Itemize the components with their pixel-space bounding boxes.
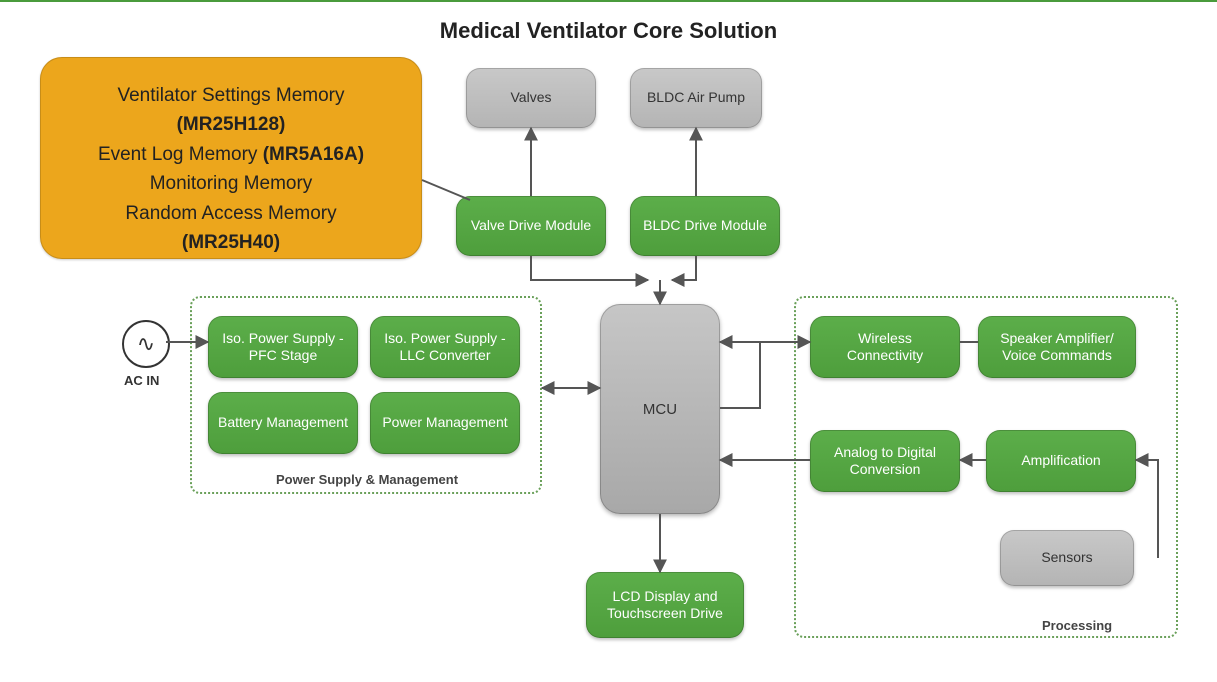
block-speaker: Speaker Amplifier/ Voice Commands <box>978 316 1136 378</box>
ac-in-label: AC IN <box>124 373 159 388</box>
block-adc: Analog to Digital Conversion <box>810 430 960 492</box>
block-mcu: MCU <box>600 304 720 514</box>
block-wireless: Wireless Connectivity <box>810 316 960 378</box>
block-bldc_pump: BLDC Air Pump <box>630 68 762 128</box>
block-sensors: Sensors <box>1000 530 1134 586</box>
diagram-title: Medical Ventilator Core Solution <box>0 18 1217 44</box>
block-amp: Amplification <box>986 430 1136 492</box>
block-llc: Iso. Power Supply - LLC Converter <box>370 316 520 378</box>
memory-callout-box: Ventilator Settings Memory(MR25H128)Even… <box>40 57 422 259</box>
ac-in-symbol: ∿ <box>122 320 170 368</box>
diagram-canvas: Medical Ventilator Core Solution Ventila… <box>0 0 1217 682</box>
group-processing-label: Processing <box>1042 618 1112 633</box>
group-power-supply-label: Power Supply & Management <box>276 472 458 487</box>
block-batt: Battery Management <box>208 392 358 454</box>
block-pfc: Iso. Power Supply - PFC Stage <box>208 316 358 378</box>
top-border-line <box>0 0 1217 2</box>
block-bldc_drive: BLDC Drive Module <box>630 196 780 256</box>
block-lcd: LCD Display and Touchscreen Drive <box>586 572 744 638</box>
block-valve_drive: Valve Drive Module <box>456 196 606 256</box>
block-pwr: Power Management <box>370 392 520 454</box>
block-valves: Valves <box>466 68 596 128</box>
